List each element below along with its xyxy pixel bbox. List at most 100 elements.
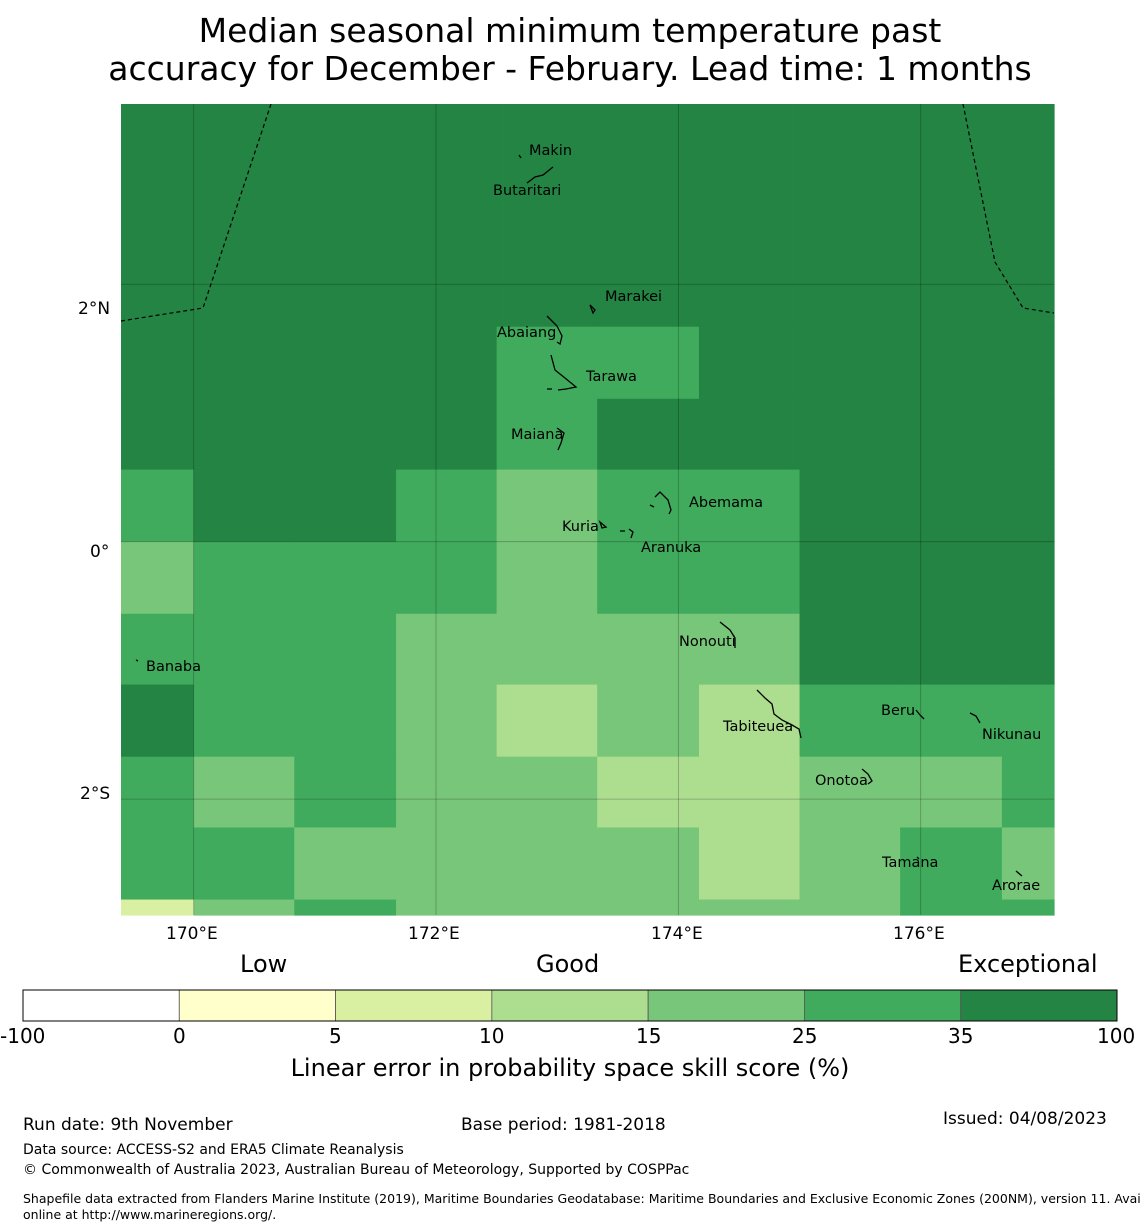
skill-cell (1001, 613, 1055, 686)
colorbar-title: Linear error in probability space skill … (290, 1054, 850, 1082)
map-gridlines (121, 104, 1054, 915)
skill-cell (900, 899, 1003, 916)
colorbar-tick: 25 (792, 1024, 818, 1048)
coast-tabiteuea (756, 689, 802, 739)
skill-cell (496, 104, 598, 328)
skill-cell (1001, 756, 1055, 829)
colorbar-segment (178, 989, 336, 1022)
skill-cell (396, 326, 498, 400)
skill-cell (1001, 469, 1055, 543)
skill-cell (193, 613, 295, 686)
skill-cell (121, 104, 195, 328)
coast-makin (518, 154, 522, 159)
skill-cell (597, 756, 700, 829)
skill-cell (900, 541, 1003, 615)
skill-cell (496, 398, 598, 471)
island-label: Nikunau (982, 727, 1041, 743)
skill-cell (900, 326, 1003, 400)
island-label: Marakei (605, 289, 662, 305)
colorbar-tick: -100 (0, 1024, 46, 1048)
skill-cell (121, 756, 195, 829)
skill-cell (799, 684, 901, 758)
skill-cell (193, 326, 295, 400)
skill-cell (1001, 899, 1055, 916)
colorbar-segment (22, 989, 180, 1022)
skill-cell (294, 899, 397, 916)
skill-cell (496, 684, 598, 758)
skill-cell (294, 469, 397, 543)
skill-cell (193, 899, 295, 916)
skill-cell (698, 756, 801, 829)
colorbar-segment (491, 989, 649, 1022)
skill-cell (121, 398, 195, 471)
island-label: Nonouti (679, 634, 736, 650)
skill-cell (496, 326, 598, 400)
skill-cell (799, 326, 901, 400)
skill-cell (698, 469, 801, 543)
skill-cell (1001, 104, 1055, 328)
island-label: Arorae (992, 878, 1040, 894)
coast-onotoa (861, 768, 873, 785)
coast-nonouti (719, 621, 736, 648)
skill-cell (294, 398, 397, 471)
skill-cell (294, 684, 397, 758)
skill-cell (597, 684, 700, 758)
lat-label-2s: 2°S (80, 784, 111, 804)
skill-cell (396, 104, 498, 328)
skill-cell (900, 756, 1003, 829)
skill-cell (1001, 398, 1055, 471)
skill-grid (121, 104, 1055, 916)
skill-cell (396, 469, 498, 543)
category-good: Good (536, 950, 600, 978)
skill-cell (396, 613, 498, 686)
island-label: Aranuka (641, 540, 701, 556)
skill-cell (1001, 827, 1055, 901)
skill-cell (193, 469, 295, 543)
skill-cell (121, 899, 195, 916)
coast-tarawa (547, 354, 578, 391)
data-source: Data source: ACCESS-S2 and ERA5 Climate … (23, 1142, 404, 1158)
colorbar-tick: 10 (479, 1024, 505, 1048)
coast-maiana (556, 427, 565, 451)
island-coastlines (135, 154, 1023, 877)
island-label: Tamana (881, 855, 938, 871)
island-label: Butaritari (493, 183, 561, 199)
skill-cell (396, 899, 498, 916)
skill-cell (1001, 326, 1055, 400)
coast-beru (915, 709, 925, 720)
skill-cell (121, 469, 195, 543)
skill-cell (294, 104, 397, 328)
run-date: Run date: 9th November (23, 1115, 233, 1135)
eez-boundaries (120, 103, 1055, 322)
skill-cell (799, 899, 901, 916)
colorbar-tick: 0 (173, 1024, 186, 1048)
skill-cell (900, 469, 1003, 543)
island-label: Makin (529, 143, 572, 159)
colorbar-tick: 35 (948, 1024, 974, 1048)
skill-cell (396, 398, 498, 471)
skill-cell (900, 684, 1003, 758)
island-label: Abaiang (497, 325, 556, 341)
coast-banaba (135, 659, 139, 662)
coast-kuria (598, 520, 608, 529)
skill-cell (799, 398, 901, 471)
lat-label-2n: 2°N (78, 299, 111, 319)
skill-cell (900, 827, 1003, 901)
island-label: Kuria (562, 519, 599, 535)
coast-nikunau (969, 712, 981, 724)
skill-cell (698, 541, 801, 615)
island-label: Tarawa (585, 369, 637, 385)
skill-cell (799, 613, 901, 686)
island-label: Abemama (689, 495, 763, 511)
island-label: Tabiteuea (722, 719, 793, 735)
lon-label-174e: 174°E (651, 924, 703, 944)
skill-cell (799, 827, 901, 901)
skill-cell (496, 756, 598, 829)
coast-aranuka (620, 528, 634, 539)
coast-abaiang (546, 315, 563, 346)
skill-cell (799, 541, 901, 615)
coast-abemama (649, 491, 672, 515)
skill-cell (698, 104, 801, 328)
skill-cell (496, 541, 598, 615)
